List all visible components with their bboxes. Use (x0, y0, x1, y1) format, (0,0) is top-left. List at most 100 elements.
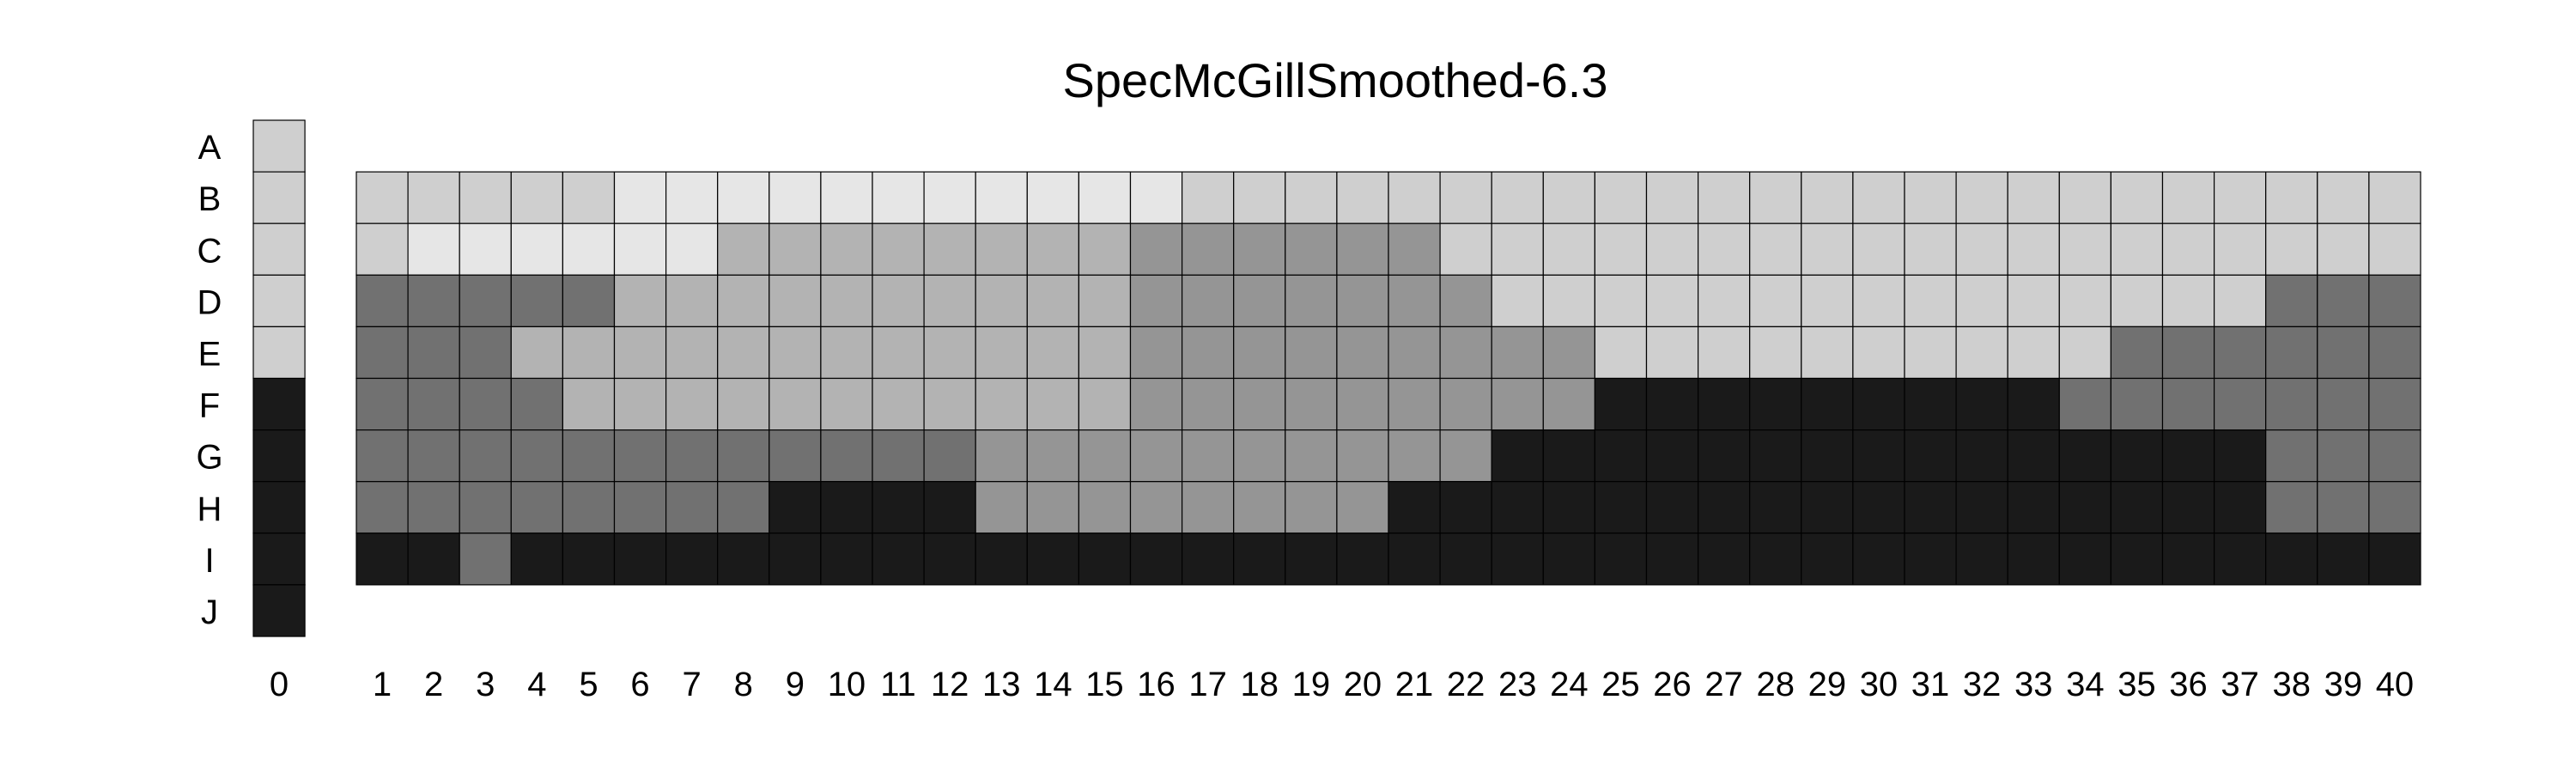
cell-b-24 (1542, 171, 1596, 224)
col-label-26: 26 (1653, 666, 1692, 703)
cell-i-6 (613, 533, 667, 586)
cell-d-6 (613, 274, 667, 327)
cell-h-10 (820, 481, 873, 534)
cell-c-38 (2265, 222, 2318, 276)
cell-i-8 (717, 533, 770, 586)
cell-h-35 (2110, 481, 2164, 534)
cell-i-39 (2317, 533, 2370, 586)
cell-b-2 (407, 171, 460, 224)
cell-f-17 (1181, 377, 1235, 431)
cell-i-38 (2265, 533, 2318, 586)
cell-e-39 (2317, 326, 2370, 380)
cell-c-35 (2110, 222, 2164, 276)
cell-d-30 (1852, 274, 1905, 327)
cell-f-38 (2265, 377, 2318, 431)
cell-d-27 (1697, 274, 1751, 327)
cell-h-32 (1955, 481, 2008, 534)
cell-h-21 (1388, 481, 1441, 534)
col-label-30: 30 (1860, 666, 1899, 703)
cell-g-27 (1697, 429, 1751, 483)
cell-c-1 (355, 222, 409, 276)
cell-e-2 (407, 326, 460, 380)
col-label-32: 32 (1963, 666, 2002, 703)
cell-g-40 (2368, 429, 2421, 483)
cell-b-3 (459, 171, 512, 224)
cell-e-6 (613, 326, 667, 380)
cell-e-1 (355, 326, 409, 380)
cell-e-34 (2058, 326, 2112, 380)
cell-d-13 (975, 274, 1028, 327)
key-cell-a (252, 119, 306, 173)
cell-g-36 (2161, 429, 2215, 483)
cell-b-27 (1697, 171, 1751, 224)
grid-cells (355, 171, 2421, 586)
col-label-5: 5 (579, 666, 598, 703)
col-label-34: 34 (2066, 666, 2105, 703)
cell-e-28 (1749, 326, 1802, 380)
cell-h-3 (459, 481, 512, 534)
cell-c-18 (1233, 222, 1286, 276)
cell-d-18 (1233, 274, 1286, 327)
cell-e-31 (1904, 326, 1957, 380)
cell-e-37 (2214, 326, 2267, 380)
col-label-16: 16 (1137, 666, 1176, 703)
cell-h-16 (1129, 481, 1183, 534)
cell-b-36 (2161, 171, 2215, 224)
cell-f-29 (1801, 377, 1854, 431)
cell-c-17 (1181, 222, 1235, 276)
cell-f-34 (2058, 377, 2112, 431)
cell-f-16 (1129, 377, 1183, 431)
cell-d-11 (872, 274, 925, 327)
cell-c-27 (1697, 222, 1751, 276)
cell-d-28 (1749, 274, 1802, 327)
cell-c-37 (2214, 222, 2267, 276)
cell-c-22 (1439, 222, 1492, 276)
cell-h-28 (1749, 481, 1802, 534)
cell-f-40 (2368, 377, 2421, 431)
cell-f-24 (1542, 377, 1596, 431)
cell-i-21 (1388, 533, 1441, 586)
col-label-38: 38 (2273, 666, 2312, 703)
col-label-22: 22 (1447, 666, 1485, 703)
cell-d-36 (2161, 274, 2215, 327)
cell-d-32 (1955, 274, 2008, 327)
cell-h-39 (2317, 481, 2370, 534)
cell-f-10 (820, 377, 873, 431)
cell-f-33 (2007, 377, 2060, 431)
cell-i-14 (1026, 533, 1080, 586)
row-label-e: E (198, 335, 222, 373)
cell-f-11 (872, 377, 925, 431)
col-label-39: 39 (2324, 666, 2363, 703)
cell-c-20 (1336, 222, 1389, 276)
cell-c-28 (1749, 222, 1802, 276)
cell-b-35 (2110, 171, 2164, 224)
cell-b-31 (1904, 171, 1957, 224)
col-label-37: 37 (2221, 666, 2259, 703)
cell-h-7 (665, 481, 719, 534)
col-label-1: 1 (373, 666, 392, 703)
cell-c-32 (1955, 222, 2008, 276)
cell-b-34 (2058, 171, 2112, 224)
cell-f-19 (1285, 377, 1338, 431)
cell-f-4 (510, 377, 563, 431)
cell-g-12 (923, 429, 976, 483)
cell-e-21 (1388, 326, 1441, 380)
cell-e-30 (1852, 326, 1905, 380)
cell-g-14 (1026, 429, 1080, 483)
cell-e-20 (1336, 326, 1389, 380)
cell-d-17 (1181, 274, 1235, 327)
cell-f-2 (407, 377, 460, 431)
cell-f-30 (1852, 377, 1905, 431)
cell-i-24 (1542, 533, 1596, 586)
cell-e-7 (665, 326, 719, 380)
cell-c-10 (820, 222, 873, 276)
col-label-35: 35 (2117, 666, 2156, 703)
cell-c-33 (2007, 222, 2060, 276)
cell-c-8 (717, 222, 770, 276)
cell-f-8 (717, 377, 770, 431)
cell-c-4 (510, 222, 563, 276)
col-label-18: 18 (1241, 666, 1279, 703)
key-cell-i (252, 533, 306, 586)
